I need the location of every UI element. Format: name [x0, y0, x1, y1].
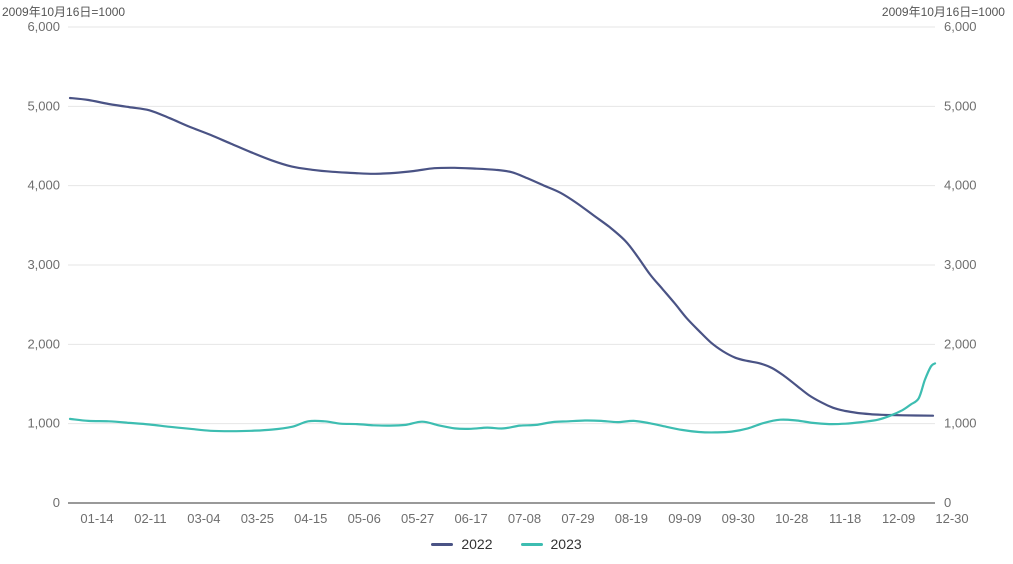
x-tick-label: 12-30: [935, 511, 968, 526]
y-tick-label-right: 2,000: [944, 336, 977, 351]
x-tick-label: 08-19: [615, 511, 648, 526]
x-tick-label: 03-25: [241, 511, 274, 526]
y-tick-label-left: 1,000: [27, 416, 60, 431]
x-tick-label: 07-08: [508, 511, 541, 526]
legend-swatch-2023: [520, 542, 543, 546]
x-tick-label: 09-09: [668, 511, 701, 526]
x-tick-label: 03-04: [187, 511, 220, 526]
y-tick-label-left: 2,000: [27, 336, 60, 351]
y-tick-label-right: 3,000: [944, 257, 977, 272]
x-tick-label: 02-11: [134, 511, 166, 526]
y-tick-label-left: 4,000: [27, 178, 60, 193]
x-tick-label: 05-27: [401, 511, 434, 526]
legend: 2022 2023: [0, 536, 1013, 552]
x-tick-label: 10-28: [775, 511, 808, 526]
y-tick-label-right: 1,000: [944, 416, 977, 431]
y-tick-label-left: 6,000: [27, 19, 60, 34]
legend-label-2022: 2022: [461, 536, 493, 552]
legend-label-2023: 2023: [550, 536, 582, 552]
x-tick-label: 05-06: [348, 511, 381, 526]
y-tick-label-right: 4,000: [944, 178, 977, 193]
x-tick-label: 04-15: [294, 511, 327, 526]
x-tick-label: 09-30: [722, 511, 755, 526]
x-tick-label: 06-17: [454, 511, 487, 526]
right-axis-unit-label: 2009年10月16日=1000: [881, 5, 1005, 19]
x-tick-label: 11-18: [829, 511, 861, 526]
series-line-2023[interactable]: [68, 362, 937, 434]
series-line-2022[interactable]: [68, 96, 935, 417]
legend-item-2023[interactable]: 2023: [520, 536, 582, 552]
y-tick-label-left: 0: [53, 495, 60, 510]
legend-item-2022[interactable]: 2022: [431, 536, 493, 552]
x-tick-label: 07-29: [561, 511, 594, 526]
y-tick-label-right: 5,000: [944, 98, 977, 113]
y-tick-label-right: 0: [944, 495, 951, 510]
y-tick-label-left: 3,000: [27, 257, 60, 272]
y-tick-label-left: 5,000: [27, 98, 60, 113]
x-tick-label: 01-14: [80, 511, 113, 526]
legend-swatch-2022: [431, 542, 454, 546]
y-tick-label-right: 6,000: [944, 19, 977, 34]
left-axis-unit-label: 2009年10月16日=1000: [2, 5, 126, 19]
x-tick-label: 12-09: [882, 511, 915, 526]
